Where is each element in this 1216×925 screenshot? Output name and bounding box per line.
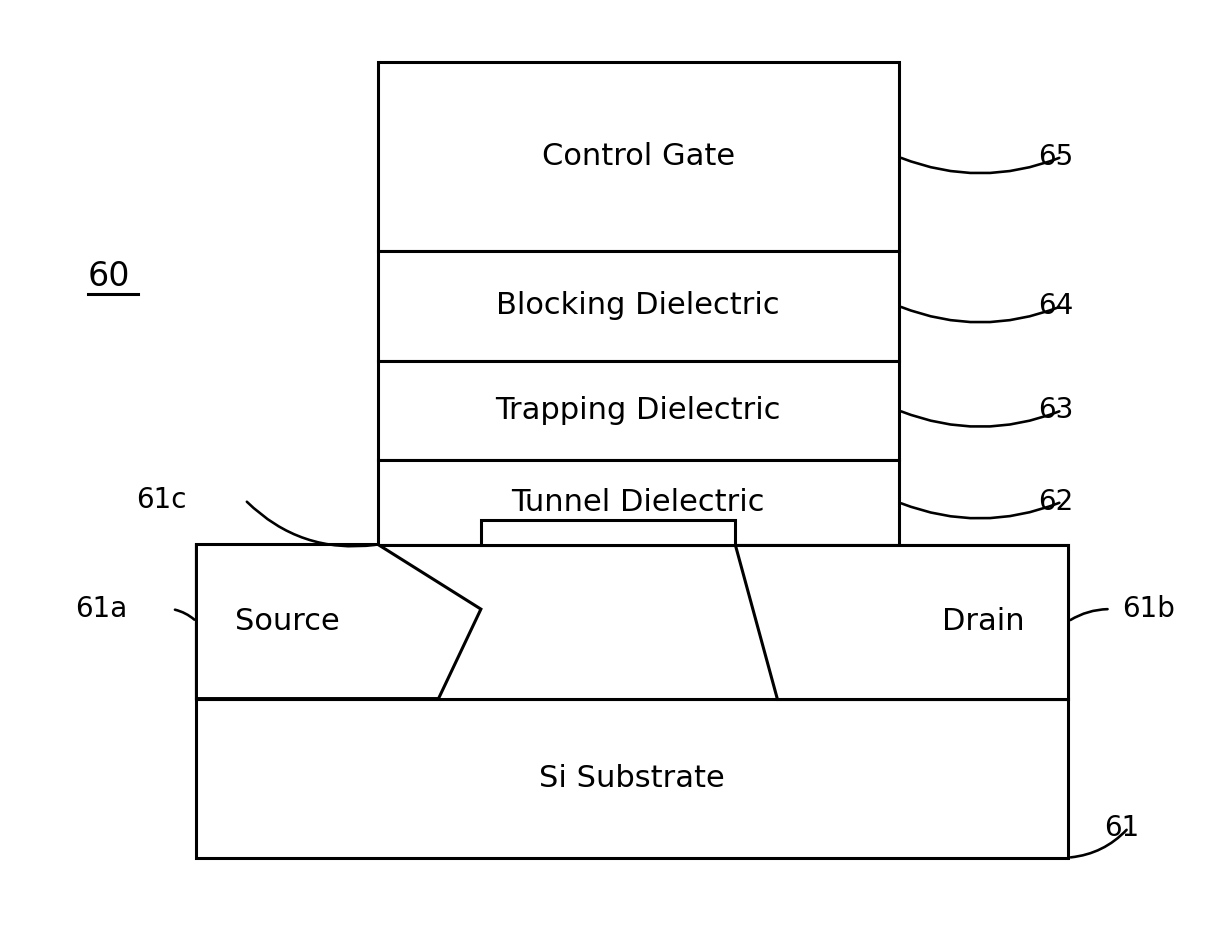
Bar [378, 361, 899, 460]
Bar [378, 62, 899, 252]
Text: Blocking Dielectric: Blocking Dielectric [496, 291, 781, 320]
Text: Si Substrate: Si Substrate [540, 764, 725, 793]
Text: 60: 60 [88, 260, 130, 292]
Text: Control Gate: Control Gate [541, 142, 734, 171]
Bar [378, 460, 899, 545]
Text: Tunnel Dielectric: Tunnel Dielectric [512, 487, 765, 517]
Text: 61: 61 [1104, 814, 1139, 842]
Text: 63: 63 [1037, 396, 1073, 425]
Text: 65: 65 [1037, 142, 1073, 171]
Text: 62: 62 [1037, 487, 1073, 516]
Bar [197, 698, 1068, 857]
Text: Trapping Dielectric: Trapping Dielectric [495, 396, 781, 425]
Text: 61c: 61c [136, 486, 186, 513]
Bar [197, 545, 1068, 698]
Text: Source: Source [235, 607, 339, 636]
Bar [480, 520, 736, 545]
Polygon shape [736, 545, 1068, 698]
Text: Drain: Drain [942, 607, 1025, 636]
Bar [378, 252, 899, 361]
Text: 64: 64 [1037, 292, 1073, 320]
Text: 61b: 61b [1122, 595, 1176, 623]
Text: 61a: 61a [75, 595, 128, 623]
Polygon shape [197, 545, 480, 698]
